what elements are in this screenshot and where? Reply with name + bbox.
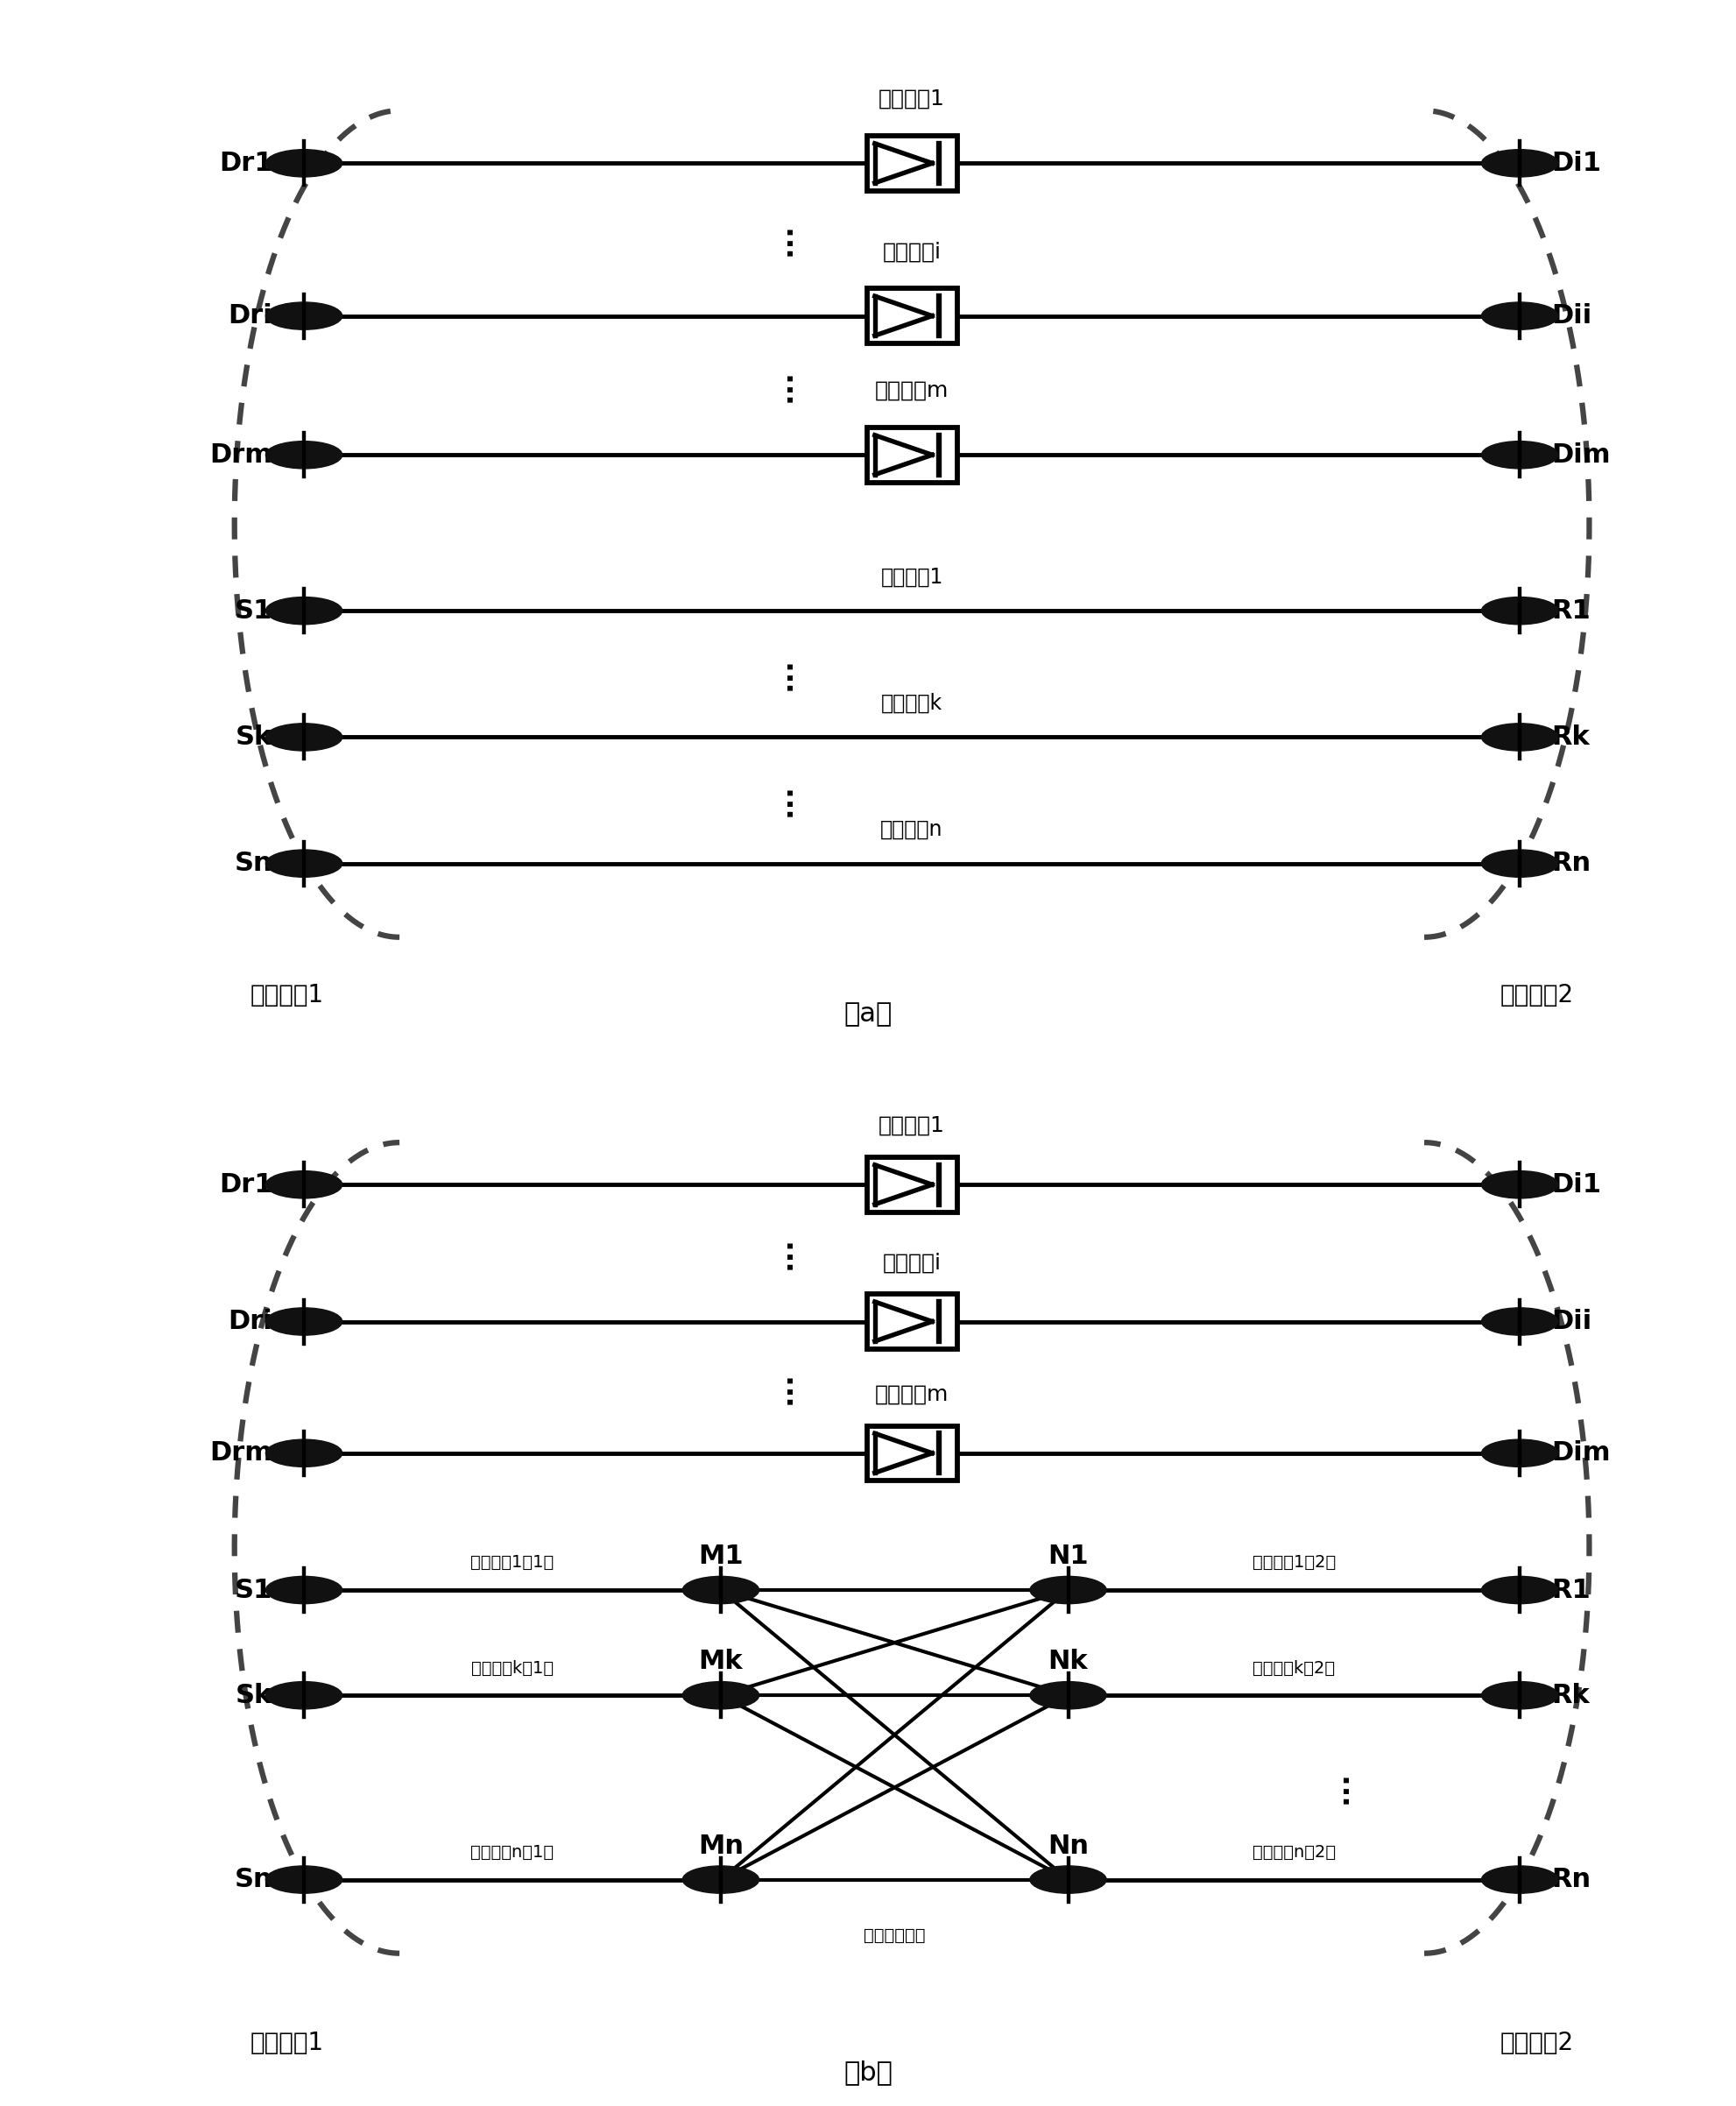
Text: Sn: Sn	[234, 1866, 273, 1893]
Text: Dr1: Dr1	[219, 1171, 273, 1198]
Ellipse shape	[266, 301, 342, 329]
Ellipse shape	[1481, 598, 1557, 623]
Text: Dii: Dii	[1550, 303, 1590, 329]
Text: 交流系统1: 交流系统1	[250, 2030, 323, 2055]
Text: M1: M1	[698, 1544, 743, 1569]
Ellipse shape	[1029, 1866, 1106, 1893]
Ellipse shape	[1481, 1171, 1557, 1198]
Ellipse shape	[266, 1308, 342, 1335]
Ellipse shape	[1481, 724, 1557, 752]
Text: ···: ···	[776, 369, 804, 402]
Bar	[866, 135, 957, 190]
Text: 交流线路n: 交流线路n	[880, 819, 943, 840]
Ellipse shape	[266, 851, 342, 876]
Text: R1: R1	[1550, 1577, 1590, 1603]
Text: Nk: Nk	[1047, 1649, 1088, 1674]
Text: （a）: （a）	[844, 1000, 892, 1028]
Text: Dii: Dii	[1550, 1308, 1590, 1335]
Text: 交流线路k第1段: 交流线路k第1段	[470, 1660, 554, 1676]
Bar	[866, 1293, 957, 1350]
Text: 直流系统m: 直流系统m	[875, 1384, 948, 1405]
Text: 交流线路k第2段: 交流线路k第2段	[1252, 1660, 1335, 1676]
Text: 交流系统2: 交流系统2	[1500, 984, 1573, 1007]
Text: N1: N1	[1047, 1544, 1088, 1569]
Ellipse shape	[266, 598, 342, 623]
Text: S1: S1	[234, 598, 273, 623]
Text: 直流系统i: 直流系统i	[882, 1253, 941, 1272]
Text: Di1: Di1	[1550, 1171, 1601, 1198]
Ellipse shape	[266, 1575, 342, 1605]
Ellipse shape	[266, 1441, 342, 1466]
Ellipse shape	[1481, 1866, 1557, 1893]
Text: （b）: （b）	[844, 2060, 892, 2085]
Text: Dri: Dri	[227, 303, 273, 329]
Ellipse shape	[1481, 1308, 1557, 1335]
Text: Di1: Di1	[1550, 150, 1601, 177]
Ellipse shape	[266, 1681, 342, 1710]
Ellipse shape	[1029, 1681, 1106, 1710]
Ellipse shape	[266, 150, 342, 177]
Ellipse shape	[1481, 1681, 1557, 1710]
Text: Sn: Sn	[234, 851, 273, 876]
Text: Mn: Mn	[698, 1832, 743, 1860]
Text: Sk: Sk	[236, 1683, 273, 1708]
Ellipse shape	[266, 724, 342, 752]
Ellipse shape	[682, 1681, 759, 1710]
Text: 直流系统1: 直流系统1	[878, 1116, 944, 1135]
Ellipse shape	[1481, 301, 1557, 329]
Text: 交流联络电网: 交流联络电网	[863, 1927, 925, 1944]
Ellipse shape	[266, 1866, 342, 1893]
Ellipse shape	[1481, 150, 1557, 177]
Text: Mk: Mk	[698, 1649, 743, 1674]
Text: Sk: Sk	[236, 724, 273, 750]
Text: 交流线路1第2段: 交流线路1第2段	[1252, 1554, 1335, 1571]
Text: Dr1: Dr1	[219, 150, 273, 177]
Text: Nn: Nn	[1047, 1832, 1088, 1860]
Text: Rk: Rk	[1550, 724, 1588, 750]
Ellipse shape	[1481, 440, 1557, 470]
Text: Dri: Dri	[227, 1308, 273, 1335]
Ellipse shape	[1481, 1441, 1557, 1466]
Text: Dim: Dim	[1550, 442, 1609, 468]
Text: ···: ···	[776, 783, 804, 817]
Text: 交流线路n第1段: 交流线路n第1段	[470, 1845, 554, 1862]
Text: 交流线路k: 交流线路k	[880, 693, 943, 714]
Ellipse shape	[682, 1866, 759, 1893]
Ellipse shape	[1481, 851, 1557, 876]
Text: ···: ···	[776, 1236, 804, 1270]
Text: 交流系统1: 交流系统1	[250, 984, 323, 1007]
Text: ···: ···	[776, 1371, 804, 1405]
Text: 交流线路1第1段: 交流线路1第1段	[470, 1554, 554, 1571]
Text: ···: ···	[1332, 1771, 1359, 1805]
Ellipse shape	[1481, 1575, 1557, 1605]
Text: Rk: Rk	[1550, 1683, 1588, 1708]
Text: Drm: Drm	[210, 442, 273, 468]
Text: R1: R1	[1550, 598, 1590, 623]
Text: 直流系统m: 直流系统m	[875, 381, 948, 400]
Text: 交流线路n第2段: 交流线路n第2段	[1252, 1845, 1335, 1862]
Ellipse shape	[266, 440, 342, 470]
Text: Drm: Drm	[210, 1441, 273, 1466]
Bar	[866, 289, 957, 343]
Text: 交流系统2: 交流系统2	[1500, 2030, 1573, 2055]
Text: Dim: Dim	[1550, 1441, 1609, 1466]
Text: ···: ···	[776, 223, 804, 257]
Text: ···: ···	[776, 657, 804, 691]
Bar	[866, 1158, 957, 1213]
Text: 交流线路1: 交流线路1	[880, 567, 943, 588]
Bar	[866, 428, 957, 482]
Text: S1: S1	[234, 1577, 273, 1603]
Text: Rn: Rn	[1550, 1866, 1590, 1893]
Text: 直流系统i: 直流系统i	[882, 242, 941, 261]
Ellipse shape	[266, 1171, 342, 1198]
Text: 直流系统1: 直流系统1	[878, 88, 944, 110]
Text: Rn: Rn	[1550, 851, 1590, 876]
Ellipse shape	[1029, 1575, 1106, 1605]
Ellipse shape	[682, 1575, 759, 1605]
Bar	[866, 1426, 957, 1481]
